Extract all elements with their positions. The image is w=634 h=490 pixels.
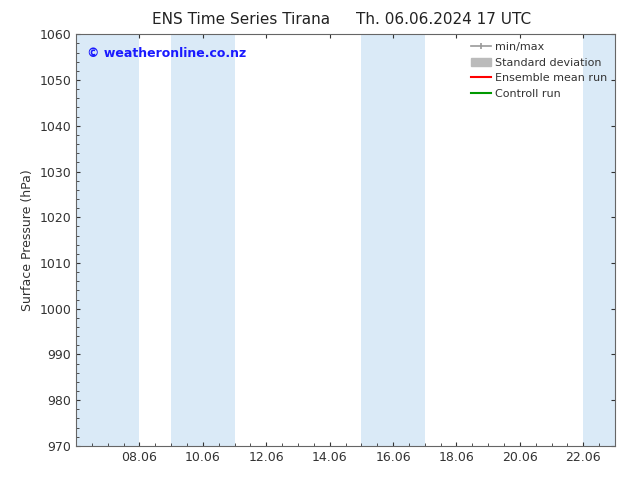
Bar — [361, 34, 425, 446]
Text: Th. 06.06.2024 17 UTC: Th. 06.06.2024 17 UTC — [356, 12, 531, 27]
Bar — [76, 34, 139, 446]
Text: ENS Time Series Tirana: ENS Time Series Tirana — [152, 12, 330, 27]
Text: © weatheronline.co.nz: © weatheronline.co.nz — [87, 47, 246, 60]
Bar — [583, 34, 615, 446]
Bar — [171, 34, 235, 446]
Legend: min/max, Standard deviation, Ensemble mean run, Controll run: min/max, Standard deviation, Ensemble me… — [466, 38, 612, 103]
Y-axis label: Surface Pressure (hPa): Surface Pressure (hPa) — [21, 169, 34, 311]
